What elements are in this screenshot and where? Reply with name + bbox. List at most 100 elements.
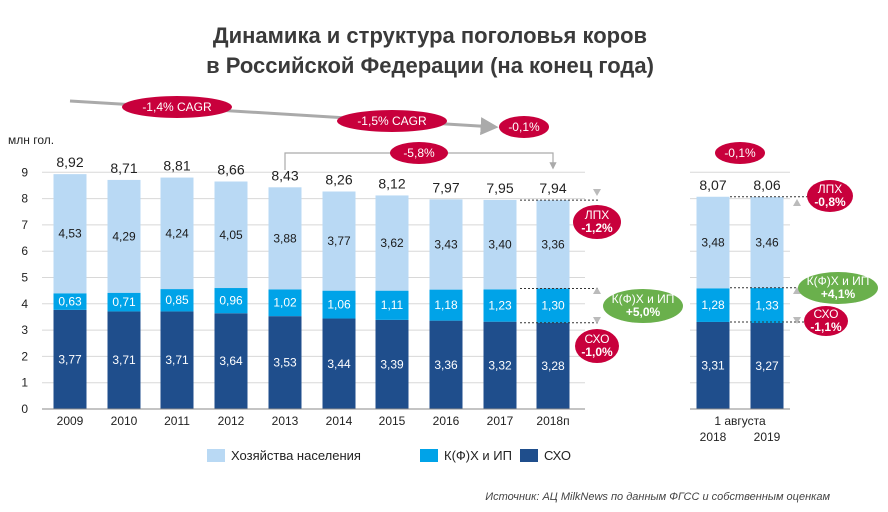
y-tick-label: 6 [21,244,28,258]
y-tick-label: 1 [21,376,28,390]
segment-label: 3,36 [541,237,565,251]
bar-segment [107,311,141,409]
bar-segment [696,288,730,322]
legend: Хозяйства населения К(Ф)Х и ИП СХО [207,448,571,463]
x-tick-label: 2019 [754,430,781,444]
sho-badge-2018: СХО-1,0% [575,329,619,363]
annotation-text: +4,1% [821,287,856,301]
bar-segment [107,179,141,293]
bar-segment [483,289,517,322]
annotation-text: -0,8% [814,195,846,209]
segment-label: 3,77 [58,352,82,366]
x-tick-label: 2013 [272,414,299,428]
bar-segment [750,322,784,409]
bar-segment [696,321,730,409]
bar-segment [214,288,248,314]
y-axis-label: млн гол. [8,133,54,147]
total-label: 7,97 [432,179,459,195]
title-line-1: Динамика и структура поголовья коров [213,23,647,48]
total-label: 7,94 [539,180,566,196]
segment-label: 4,29 [112,229,136,243]
x-tick-label: 2018 [700,430,727,444]
annotation-text: -1,4% CAGR [142,100,212,114]
annotation-text: -0,1% [724,146,756,160]
total-label: 8,92 [56,154,83,170]
segment-label: 3,71 [165,353,189,367]
x-tick-label: 2011 [164,414,190,428]
total-label: 8,43 [271,167,298,183]
total-label: 7,95 [486,180,513,196]
direction-marker [793,287,801,294]
segment-label: 3,36 [434,358,458,372]
y-tick-label: 2 [21,349,28,363]
segment-label: 1,11 [381,298,404,312]
annotation-text: К(Ф)Х и ИП [807,274,870,288]
title-line-2: в Российской Федерации (на конец года) [206,53,654,78]
bar-segment [322,290,356,319]
segment-label: 3,31 [701,358,725,372]
segment-label: 4,53 [58,227,82,241]
x-tick-label: 2015 [379,414,406,428]
bar-segment [268,187,302,290]
annotation-text: -1,5% CAGR [357,114,427,128]
bar-segment [375,319,409,409]
chart-title: Динамика и структура поголовья коров в Р… [206,23,654,78]
bar-segment [322,318,356,409]
annotations: -1,4% CAGR-1,5% CAGR -0,1%-5,8% -0,1%ЛПХ-1… [69,96,878,363]
segment-label: 4,24 [165,226,189,240]
bar-segment [160,311,194,409]
bar-segment [268,316,302,409]
bar-segment [750,288,784,323]
legend-swatch [420,449,438,462]
bar-segment [214,313,248,409]
segment-label: 3,28 [541,359,565,373]
direction-marker [593,189,601,196]
segment-label: 1,23 [488,299,512,313]
bars: 3,77 0,63 4,53 8,92 3,71 0,71 4,29 8,71 3,71 0,85… [42,154,790,410]
legend-label: СХО [544,448,571,463]
annotation-text: -1,0% [581,345,613,359]
y-tick-label: 0 [21,402,28,416]
x-tick-label: 2009 [57,414,84,428]
total-label: 8,12 [378,175,405,191]
change-badge-aug: -0,1% [715,142,765,164]
bar-segment [429,320,463,409]
bar-segment [160,177,194,290]
annotation-text: ЛПХ [585,208,610,222]
segment-label: 1,18 [434,298,458,312]
bar-segment [750,197,784,289]
segment-label: 1,30 [541,299,565,313]
bar-segment [483,199,517,290]
segment-label: 3,71 [112,353,136,367]
source-note: Источник: АЦ MilkNews по данным ФГСС и с… [485,491,830,503]
bar-segment [536,322,570,409]
total-label: 8,71 [110,160,137,176]
total-label: 8,26 [325,171,352,187]
bar-segment [483,321,517,409]
y-tick-label: 5 [21,271,28,285]
bar-segment [214,181,248,289]
x-tick-label: 2012 [218,414,245,428]
segment-label: 1,02 [273,296,297,310]
segment-label: 1,06 [327,298,351,312]
y-tick-label: 9 [21,165,28,179]
annotation-text: -0,1% [508,120,540,134]
y-tick-label: 7 [21,218,28,232]
annotation-text: СХО [814,307,839,321]
segment-label: 1,33 [755,299,779,313]
annotation-text: +5,0% [626,305,661,319]
kfh-badge-2018: К(Ф)Х и ИП+5,0% [603,289,683,323]
bar-segment [375,290,409,320]
segment-label: 3,64 [219,354,243,368]
x-axis-labels: 2009 2010 2011 2012 2013 2014 2015 2016 2017 2018… [57,414,781,444]
x-group-label: 1 августа [714,414,766,428]
bar-segment [536,200,570,289]
annotation-text: СХО [585,332,610,346]
kfh-badge-aug: К(Ф)Х и ИП+4,1% [798,272,878,304]
annotation-text: ЛПХ [818,182,843,196]
lph-badge-2018: ЛПХ-1,2% [573,205,621,239]
segment-label: 1,28 [701,298,725,312]
lph-badge-aug: ЛПХ-0,8% [807,180,853,212]
bar-segment [268,289,302,317]
segment-label: 3,44 [327,357,351,371]
